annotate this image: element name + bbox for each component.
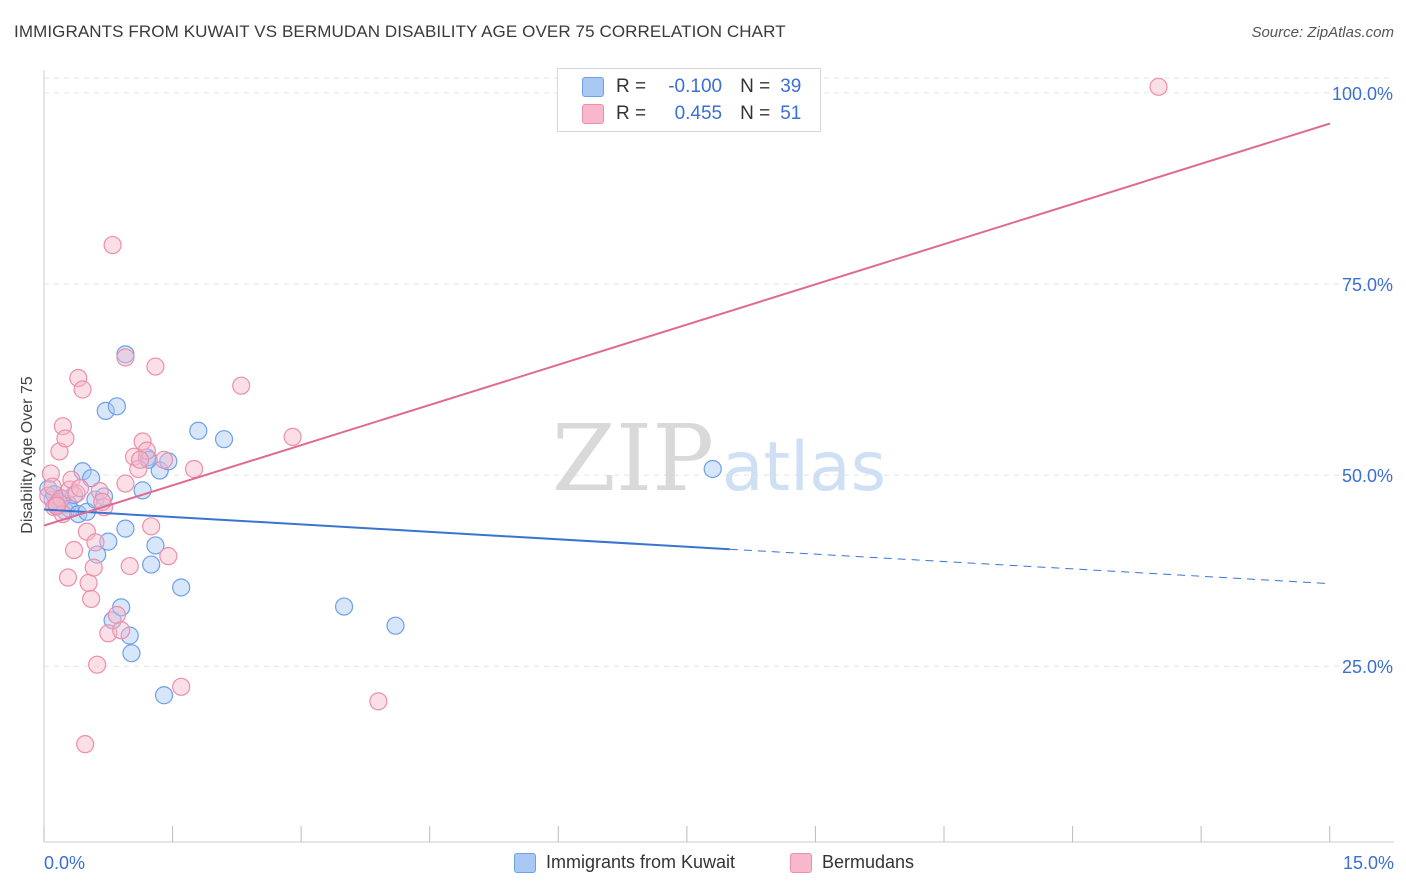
kuwait-legend-swatch (514, 852, 536, 873)
bermudans-legend-swatch (790, 852, 812, 873)
bermudans-point (69, 368, 88, 388)
bermudans-point (58, 568, 78, 587)
bermudans-point (64, 540, 84, 560)
bermudans-point (116, 474, 135, 493)
bermudans-point (107, 605, 126, 625)
bermudans-point (73, 380, 92, 399)
bermudans-swatch (582, 104, 604, 124)
y-tick-label: 25.0% (1342, 657, 1393, 677)
bermudans-point (130, 450, 150, 469)
bermudans-point (1149, 77, 1168, 96)
kuwait-point (334, 597, 354, 616)
bermudans-point (41, 464, 60, 483)
r-label: R = (616, 103, 647, 124)
trend-layer (43, 122, 1331, 585)
legend-item-kuwait[interactable]: Immigrants from Kuwait (514, 852, 735, 873)
kuwait-point (99, 532, 118, 551)
kuwait-point (154, 686, 174, 705)
bermudans-point (369, 692, 388, 711)
bermudans-point (184, 459, 204, 479)
kuwait-point (172, 578, 191, 597)
legend-item-bermudans[interactable]: Bermudans (790, 852, 914, 873)
bermudans-trend-line (43, 122, 1331, 527)
watermark-atlas: atlas (722, 428, 886, 507)
bermudans-point (154, 450, 174, 469)
y-tick-labels: 25.0% 50.0% 75.0% 100.0% (1332, 84, 1393, 677)
bermudans-point (70, 479, 90, 498)
watermark: ZIP atlas (552, 405, 886, 512)
n-value-bermudans: 51 (780, 103, 802, 124)
series-legend: Immigrants from Kuwait Bermudans (0, 852, 1406, 878)
bermudans-point (84, 558, 103, 577)
bermudans-point (133, 432, 152, 451)
bermudans-point (142, 517, 161, 536)
y-tick-label: 75.0% (1342, 275, 1393, 295)
kuwait-point (214, 430, 234, 449)
bermudans-point (86, 533, 105, 552)
bermudans-point (232, 376, 251, 395)
kuwait-point (386, 616, 405, 635)
bermudans-point (172, 677, 191, 696)
axes (43, 70, 1394, 843)
r-value-kuwait: -0.100 (668, 76, 723, 97)
kuwait-point (116, 519, 135, 538)
bermudans-point (283, 427, 302, 446)
chart-title: IMMIGRANTS FROM KUWAIT VS BERMUDAN DISAB… (14, 22, 786, 41)
kuwait-trend-extension (729, 548, 1331, 585)
legend-row-kuwait: R = -0.100 N = 39 (582, 75, 801, 99)
bermudans-point (56, 429, 75, 448)
kuwait-point (142, 555, 161, 574)
bermudans-point (137, 441, 156, 460)
watermark-zip: ZIP (552, 405, 714, 512)
kuwait-point (703, 459, 722, 479)
bermudans-point (47, 496, 66, 515)
bermudans-point (116, 348, 135, 367)
x-tick-label-min: 0.0% (44, 853, 86, 873)
kuwait-point (122, 644, 141, 663)
kuwait-point (120, 626, 139, 645)
kuwait-point (146, 536, 165, 555)
kuwait-point (107, 397, 126, 416)
legend-row-bermudans: R = 0.455 N = 51 (582, 102, 801, 126)
bermudans-point (76, 735, 95, 754)
y-tick-label: 100.0% (1332, 84, 1393, 104)
r-label: R = (616, 76, 647, 97)
kuwait-point (133, 481, 152, 500)
kuwait-point (189, 421, 208, 440)
bermudans-point (88, 655, 107, 674)
kuwait-swatch (582, 77, 604, 97)
source-label: Source: ZipAtlas.com (1251, 24, 1394, 41)
correlation-legend: R = -0.100 N = 39 R = 0.455 N = 51 (557, 68, 821, 132)
kuwait-trend-line (43, 508, 730, 551)
y-tick-label: 50.0% (1342, 466, 1393, 486)
bermudans-point (146, 357, 165, 376)
bermudans-point (79, 573, 98, 592)
r-value-bermudans: 0.455 (674, 103, 723, 124)
n-label: N = (740, 103, 771, 124)
points-layer (39, 77, 1168, 754)
bermudans-point (120, 556, 139, 576)
legend-label-kuwait: Immigrants from Kuwait (546, 852, 736, 872)
bermudans-point (159, 547, 178, 566)
bermudans-point (67, 484, 86, 503)
bermudans-point (82, 589, 101, 609)
n-value-kuwait: 39 (780, 76, 802, 97)
legend-label-bermudans: Bermudans (822, 852, 915, 872)
bermudans-point (103, 235, 122, 255)
bermudans-point (112, 621, 131, 640)
x-tick-label-max: 15.0% (1342, 853, 1394, 873)
kuwait-point (96, 401, 115, 421)
bermudans-point (129, 459, 148, 479)
n-label: N = (740, 76, 771, 97)
